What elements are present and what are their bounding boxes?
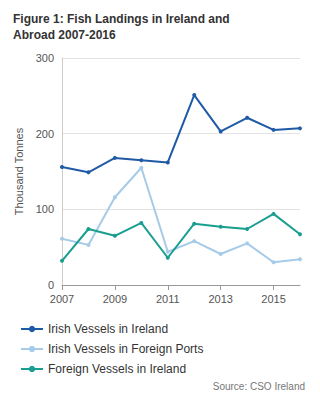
svg-text:Source: CSO Ireland: Source: CSO Ireland bbox=[213, 381, 305, 392]
svg-text:2011: 2011 bbox=[156, 293, 180, 305]
svg-text:Thousand Tonnes: Thousand Tonnes bbox=[13, 127, 25, 215]
svg-text:Foreign Vessels in Ireland: Foreign Vessels in Ireland bbox=[48, 362, 186, 376]
svg-text:200: 200 bbox=[36, 128, 54, 140]
svg-text:100: 100 bbox=[36, 203, 54, 215]
svg-text:2009: 2009 bbox=[103, 293, 127, 305]
svg-text:Irish Vessels in Foreign Ports: Irish Vessels in Foreign Ports bbox=[48, 342, 203, 356]
svg-text:2007: 2007 bbox=[50, 293, 74, 305]
svg-text:2015: 2015 bbox=[261, 293, 285, 305]
svg-text:300: 300 bbox=[36, 52, 54, 64]
svg-text:Abroad 2007-2016: Abroad 2007-2016 bbox=[13, 28, 116, 42]
svg-text:Figure 1: Fish Landings in Ire: Figure 1: Fish Landings in Ireland and bbox=[13, 12, 233, 26]
svg-text:2013: 2013 bbox=[208, 293, 232, 305]
svg-text:0: 0 bbox=[48, 279, 54, 291]
svg-text:Irish Vessels in Ireland: Irish Vessels in Ireland bbox=[48, 322, 168, 336]
